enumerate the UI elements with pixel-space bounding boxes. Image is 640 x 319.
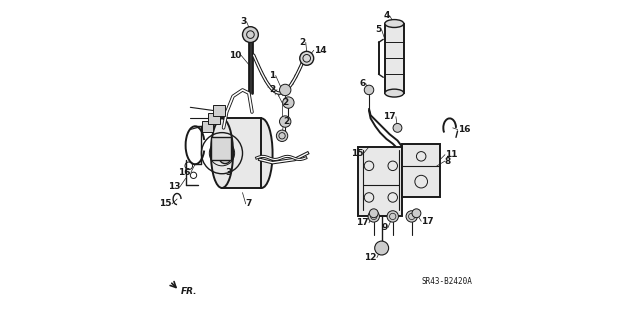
Text: 9: 9 <box>381 223 388 232</box>
Circle shape <box>280 84 291 96</box>
Circle shape <box>217 148 227 158</box>
Text: 16: 16 <box>179 168 191 177</box>
Text: 2: 2 <box>282 98 288 107</box>
Circle shape <box>220 152 231 164</box>
Ellipse shape <box>250 118 273 188</box>
Circle shape <box>369 209 378 218</box>
Circle shape <box>300 51 314 65</box>
Text: 3: 3 <box>241 18 246 26</box>
Text: 14: 14 <box>314 46 326 55</box>
Text: 2: 2 <box>300 38 306 47</box>
FancyBboxPatch shape <box>222 118 262 188</box>
Text: 3: 3 <box>225 168 232 177</box>
Circle shape <box>211 115 217 122</box>
FancyBboxPatch shape <box>385 24 404 93</box>
FancyBboxPatch shape <box>209 113 220 124</box>
Text: FR.: FR. <box>181 287 197 296</box>
Text: 8: 8 <box>445 157 451 166</box>
Text: 2: 2 <box>284 117 290 126</box>
Circle shape <box>406 211 417 222</box>
Text: 5: 5 <box>376 25 381 34</box>
FancyBboxPatch shape <box>358 147 402 216</box>
Ellipse shape <box>385 89 404 97</box>
Text: 13: 13 <box>168 182 180 191</box>
Text: 1: 1 <box>269 71 276 80</box>
Text: 17: 17 <box>421 217 434 226</box>
Circle shape <box>280 116 291 127</box>
Circle shape <box>276 130 288 141</box>
Text: 10: 10 <box>228 51 241 60</box>
Text: 2: 2 <box>269 85 276 94</box>
Circle shape <box>211 147 216 152</box>
Circle shape <box>283 97 294 108</box>
FancyBboxPatch shape <box>402 144 440 197</box>
Circle shape <box>221 138 226 143</box>
Ellipse shape <box>385 19 404 27</box>
Text: 16: 16 <box>458 125 470 134</box>
Circle shape <box>364 85 374 95</box>
Circle shape <box>387 211 399 222</box>
Text: 15: 15 <box>159 199 172 208</box>
Text: 12: 12 <box>364 253 377 262</box>
FancyBboxPatch shape <box>211 137 232 160</box>
Text: 15: 15 <box>351 149 364 158</box>
Circle shape <box>214 141 220 146</box>
Circle shape <box>374 241 388 255</box>
Circle shape <box>412 209 421 218</box>
Text: SR43-B2420A: SR43-B2420A <box>421 277 472 286</box>
FancyBboxPatch shape <box>202 121 213 132</box>
Text: 11: 11 <box>445 150 458 159</box>
Circle shape <box>216 107 222 114</box>
Ellipse shape <box>211 118 233 188</box>
Circle shape <box>393 123 402 132</box>
Circle shape <box>205 123 211 130</box>
Text: 17: 17 <box>383 112 396 121</box>
Circle shape <box>226 146 231 151</box>
Text: 17: 17 <box>356 218 369 227</box>
Text: 4: 4 <box>383 11 390 20</box>
FancyBboxPatch shape <box>213 105 225 116</box>
Text: 7: 7 <box>246 199 252 208</box>
Circle shape <box>243 27 259 42</box>
Text: 6: 6 <box>360 79 366 88</box>
Circle shape <box>368 211 380 222</box>
